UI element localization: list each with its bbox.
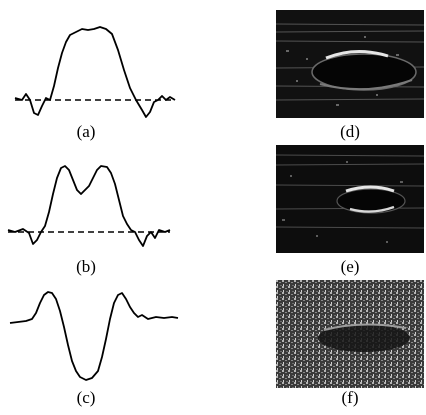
panel-label-e: (e)	[340, 257, 360, 276]
ultrasound-image-f	[276, 280, 424, 388]
ultrasound-image-e	[276, 145, 424, 253]
panel-label-a: (a)	[76, 122, 96, 141]
panel-label-c: (c)	[76, 388, 96, 407]
panel-label-d: (d)	[340, 122, 360, 141]
waveform-b	[5, 160, 175, 255]
panel-label-b: (b)	[76, 257, 96, 276]
waveform-a	[10, 20, 180, 125]
panel-label-f: (f)	[341, 388, 359, 407]
ultrasound-image-d	[276, 10, 424, 118]
waveform-c	[8, 285, 180, 385]
